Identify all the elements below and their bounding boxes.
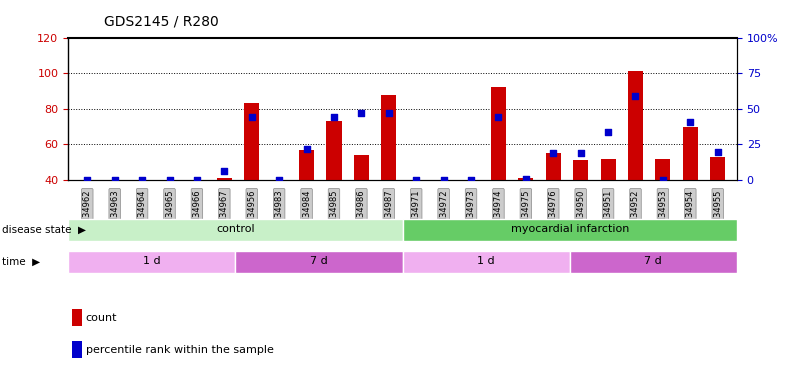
Text: 7 d: 7 d xyxy=(310,256,328,266)
Text: percentile rank within the sample: percentile rank within the sample xyxy=(86,345,274,355)
Bar xyxy=(402,219,737,241)
Point xyxy=(410,177,423,183)
Text: disease state  ▶: disease state ▶ xyxy=(2,225,87,235)
Point xyxy=(108,177,121,183)
Text: control: control xyxy=(216,224,255,234)
Bar xyxy=(545,153,561,180)
Point xyxy=(163,177,176,183)
Point xyxy=(711,148,724,154)
Point xyxy=(245,114,258,120)
Point xyxy=(328,114,340,120)
Point xyxy=(492,114,505,120)
Bar xyxy=(682,127,698,180)
Bar xyxy=(381,94,396,180)
Text: count: count xyxy=(86,313,117,323)
Point xyxy=(437,177,450,183)
Text: time  ▶: time ▶ xyxy=(2,256,41,267)
Point xyxy=(191,177,203,183)
Point xyxy=(81,177,94,183)
Point xyxy=(547,150,560,156)
Point xyxy=(657,177,670,183)
Text: myocardial infarction: myocardial infarction xyxy=(510,224,629,234)
Bar xyxy=(710,157,725,180)
Bar xyxy=(570,251,737,273)
Bar xyxy=(299,150,314,180)
Bar xyxy=(518,178,533,180)
Bar xyxy=(574,160,588,180)
Point xyxy=(382,110,395,116)
Point xyxy=(465,177,477,183)
Point xyxy=(574,150,587,156)
Bar xyxy=(235,251,402,273)
Text: GDS2145 / R280: GDS2145 / R280 xyxy=(104,14,219,28)
Point xyxy=(519,176,532,181)
Text: 1 d: 1 d xyxy=(477,256,495,266)
Bar xyxy=(628,71,643,180)
Point xyxy=(135,177,148,183)
Bar xyxy=(491,87,506,180)
Bar xyxy=(327,121,341,180)
Text: 7 d: 7 d xyxy=(645,256,662,266)
Bar xyxy=(68,251,235,273)
Point xyxy=(355,110,368,116)
Bar xyxy=(354,155,369,180)
Bar xyxy=(68,219,402,241)
Bar xyxy=(244,104,260,180)
Point xyxy=(300,146,313,152)
Bar xyxy=(601,159,616,180)
Bar xyxy=(655,159,670,180)
Point xyxy=(629,93,642,99)
Point xyxy=(218,168,231,174)
Bar xyxy=(402,251,570,273)
Point xyxy=(602,129,614,135)
Text: 1 d: 1 d xyxy=(143,256,160,266)
Bar xyxy=(217,178,231,180)
Point xyxy=(684,118,697,124)
Point xyxy=(273,177,286,183)
